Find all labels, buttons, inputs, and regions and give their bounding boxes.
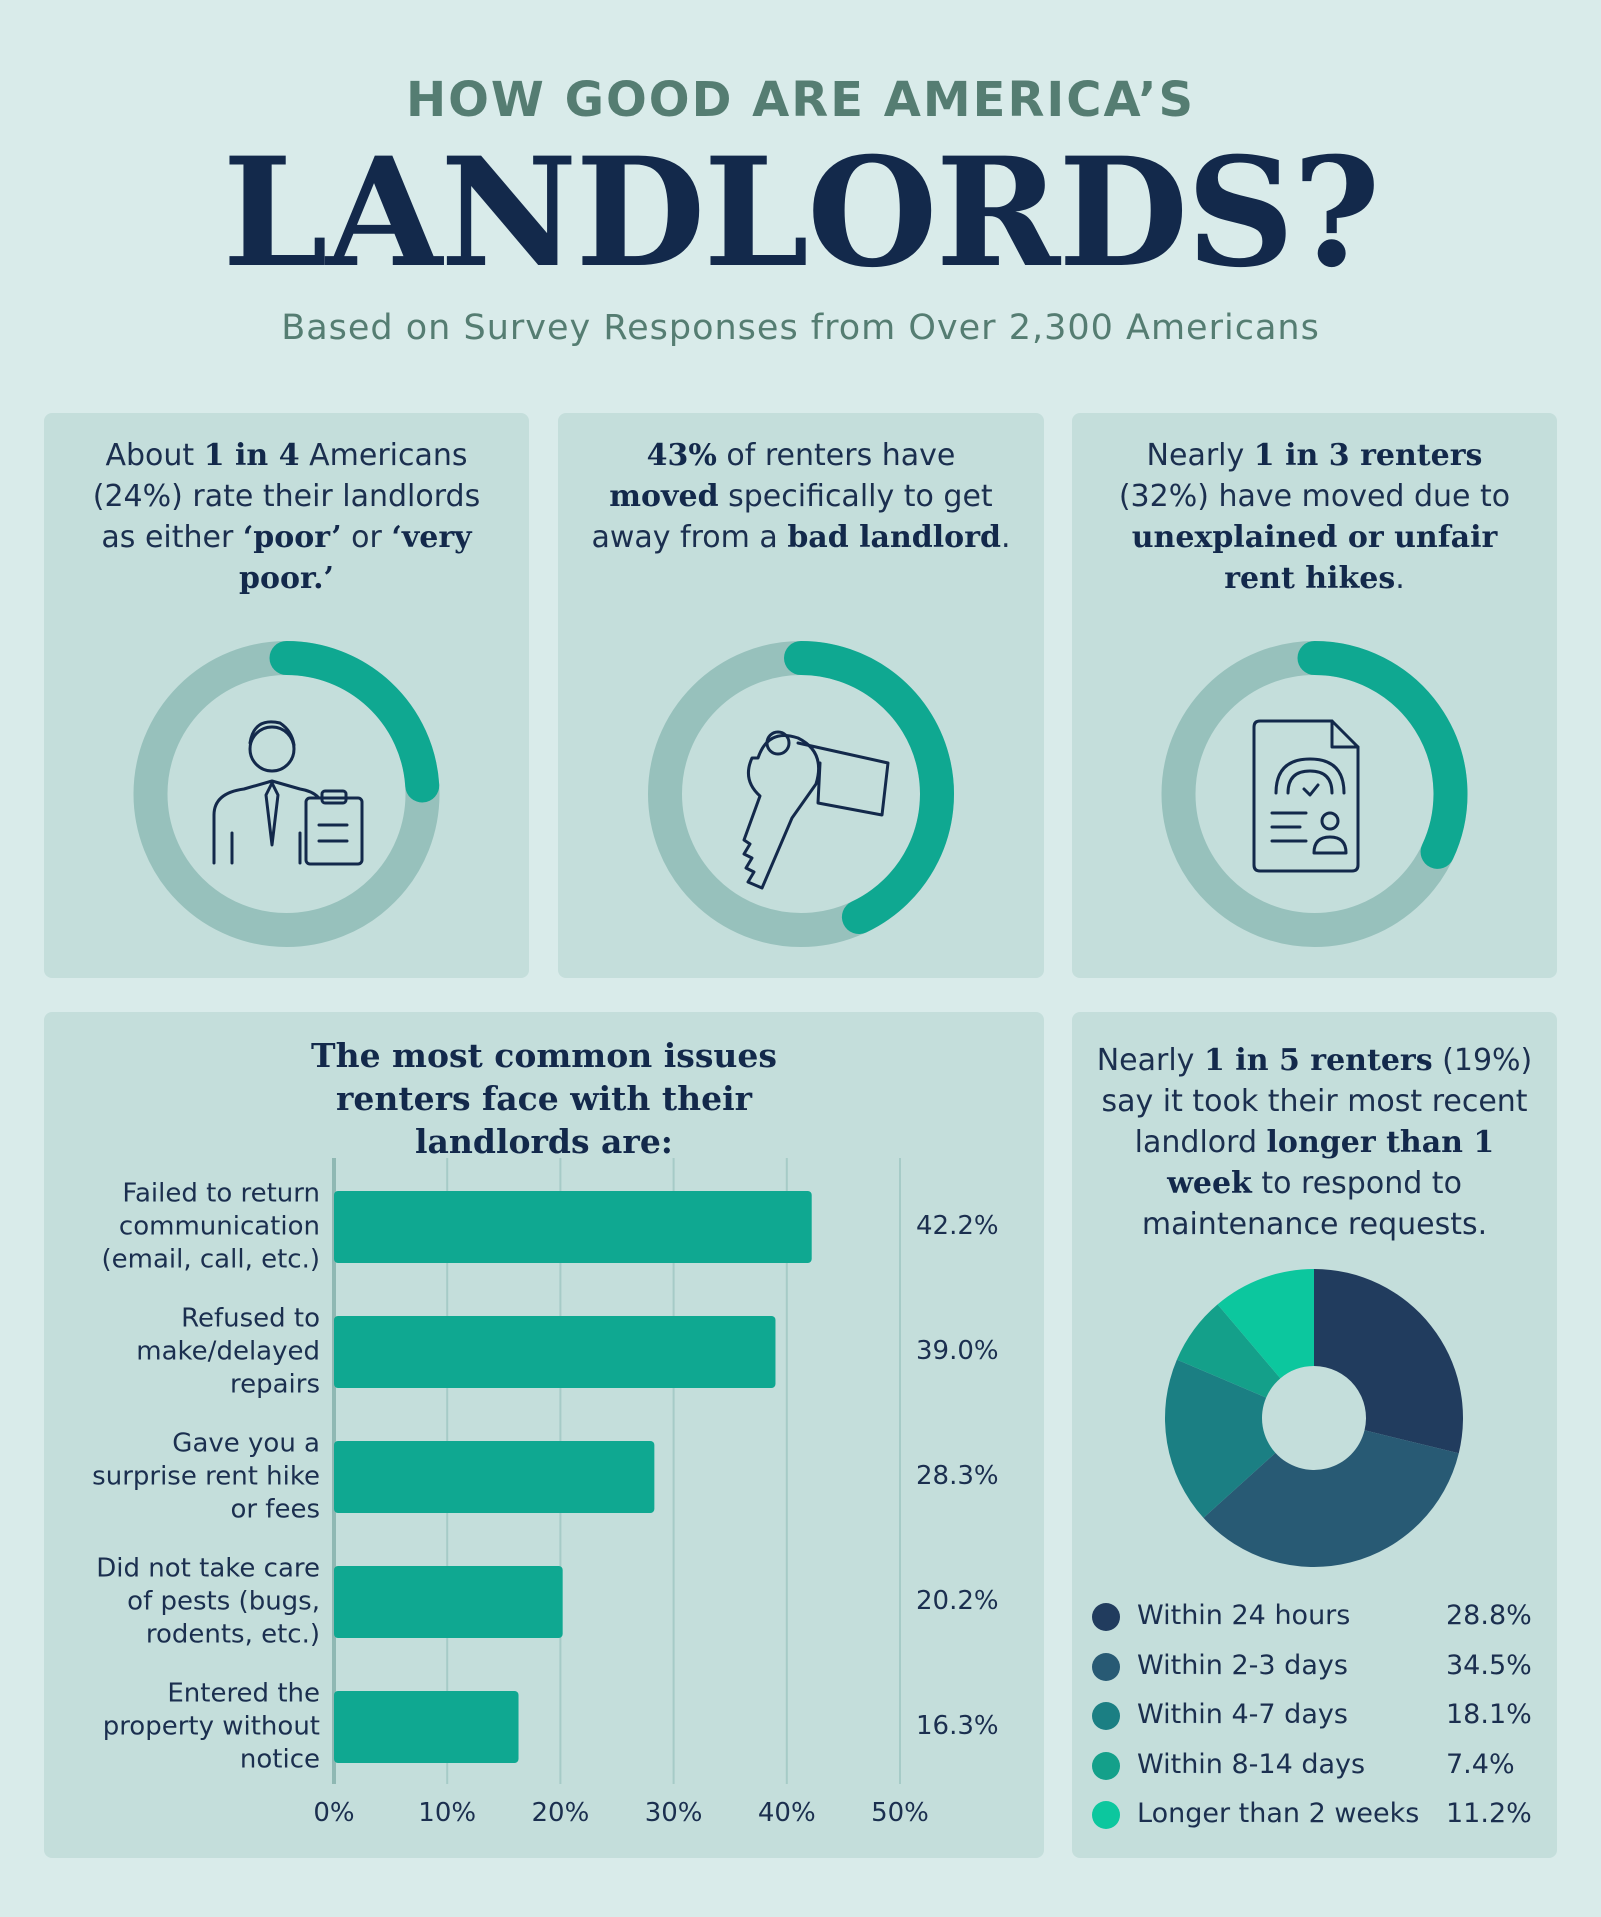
- value-label: 20.2%: [916, 1586, 999, 1616]
- value-label: 7.4%: [1446, 1748, 1515, 1780]
- text-run: About: [105, 438, 204, 473]
- donut-slice: [1165, 1359, 1276, 1518]
- ring-arc: [269, 641, 440, 803]
- person-icon: [212, 720, 364, 866]
- legend-swatch: [1092, 1751, 1120, 1780]
- text-run: .: [1000, 520, 1011, 555]
- bold-text: bad landlord: [787, 520, 1001, 555]
- value-label: 16.3%: [916, 1711, 999, 1741]
- bold-text: ‘very poor.’: [239, 520, 472, 596]
- x-tick-label: 40%: [757, 1798, 816, 1828]
- text-run: Americans (24%) rate their landlords as …: [92, 438, 481, 555]
- legend-label: Within 2-3 days: [1137, 1649, 1348, 1681]
- value-label: 39.0%: [916, 1336, 999, 1366]
- ring-arc: [784, 641, 954, 935]
- bold-text: 43%: [646, 438, 717, 473]
- category-label: Did not take care of pests (bugs, rodent…: [96, 1553, 320, 1650]
- x-tick-label: 0%: [313, 1798, 355, 1828]
- text-run: or: [341, 520, 392, 555]
- panel: Nearly 1 in 3 renters (32%) have moved d…: [1072, 413, 1557, 978]
- legend-label: Within 24 hours: [1137, 1600, 1351, 1631]
- category-label: Refused to make/delayed repairs: [136, 1303, 320, 1400]
- x-tick-label: 30%: [644, 1798, 703, 1828]
- text-run: (32%) have moved due to: [1118, 479, 1511, 514]
- text-run: to respond to maintenance requests.: [1141, 1166, 1488, 1242]
- legend-swatch: [1092, 1801, 1120, 1829]
- bold-text: 1 in 4: [203, 438, 300, 473]
- legend-label: Longer than 2 weeks: [1137, 1798, 1420, 1829]
- bar: [334, 1691, 519, 1763]
- kicker: HOW GOOD ARE AMERICA’S: [405, 72, 1196, 128]
- document-icon: [1252, 719, 1360, 873]
- ring-arc: [1297, 641, 1468, 869]
- value-label: 11.2%: [1446, 1798, 1532, 1829]
- legend-label: Within 4-7 days: [1137, 1699, 1348, 1730]
- panel: Nearly 1 in 5 renters (19%) say it took …: [1072, 1012, 1557, 1858]
- legend-label: Within 8-14 days: [1137, 1748, 1366, 1780]
- category-label: Entered the property without notice: [102, 1678, 320, 1775]
- legend-swatch: [1092, 1652, 1120, 1681]
- panel: 43% of renters have moved specifically t…: [558, 413, 1044, 978]
- category-label: Gave you a surprise rent hike or fees: [92, 1428, 320, 1525]
- text-run: (19%) say it took their most recent land…: [1101, 1043, 1533, 1160]
- panel-text: About 1 in 4 Americans (24%) rate their …: [74, 435, 499, 599]
- panel-text: Nearly 1 in 5 renters (19%) say it took …: [1094, 1040, 1535, 1245]
- donut-slice: [1217, 1269, 1314, 1379]
- legend-swatch: [1092, 1702, 1120, 1730]
- panel-text: 43% of renters have moved specifically t…: [588, 435, 1014, 558]
- bar: [334, 1566, 563, 1638]
- text-run: of renters have: [716, 438, 956, 473]
- bar: [334, 1316, 776, 1388]
- ring-chart: [1161, 641, 1468, 947]
- value-label: 28.8%: [1446, 1600, 1532, 1631]
- x-tick-label: 50%: [871, 1798, 929, 1828]
- value-label: 42.2%: [916, 1211, 999, 1241]
- value-label: 28.3%: [916, 1461, 999, 1491]
- donut-slice: [1314, 1269, 1463, 1454]
- key-icon: [742, 730, 890, 890]
- bold-text: 1 in 5 renters: [1203, 1043, 1433, 1078]
- ring-chart: [648, 641, 954, 947]
- panel: About 1 in 4 Americans (24%) rate their …: [44, 413, 529, 978]
- x-tick-label: 10%: [418, 1798, 477, 1828]
- title: LANDLORDS?: [222, 125, 1380, 301]
- text-run: Nearly: [1096, 1043, 1204, 1078]
- bar-chart: [332, 1158, 901, 1784]
- bar: [334, 1191, 812, 1263]
- value-label: 34.5%: [1446, 1649, 1532, 1681]
- bar: [334, 1441, 655, 1513]
- subtitle: Based on Survey Responses from Over 2,30…: [281, 308, 1320, 348]
- donut-chart: [1165, 1269, 1463, 1567]
- bold-text: moved: [609, 479, 719, 514]
- bold-text: longer than 1 week: [1167, 1125, 1495, 1201]
- value-label: 18.1%: [1446, 1699, 1532, 1730]
- text-run: specifically to get away from a: [591, 479, 993, 555]
- panel-text: Nearly 1 in 3 renters (32%) have moved d…: [1102, 435, 1527, 599]
- panel: The most common issues renters face with…: [44, 1012, 1044, 1858]
- category-label: Failed to return communication (email, c…: [101, 1178, 320, 1275]
- chart-title: The most common issues renters face with…: [311, 1036, 777, 1161]
- text-run: Nearly: [1146, 438, 1254, 473]
- legend-swatch: [1092, 1603, 1120, 1631]
- bold-text: ‘poor’: [242, 520, 342, 555]
- donut-slice: [1176, 1304, 1281, 1398]
- ring-chart: [133, 641, 440, 947]
- bold-text: 1 in 3 renters: [1253, 438, 1483, 473]
- donut-slice: [1203, 1430, 1459, 1567]
- x-tick-label: 20%: [531, 1798, 590, 1828]
- text-run: .: [1395, 561, 1405, 596]
- bold-text: unexplained or unfair rent hikes: [1131, 520, 1498, 596]
